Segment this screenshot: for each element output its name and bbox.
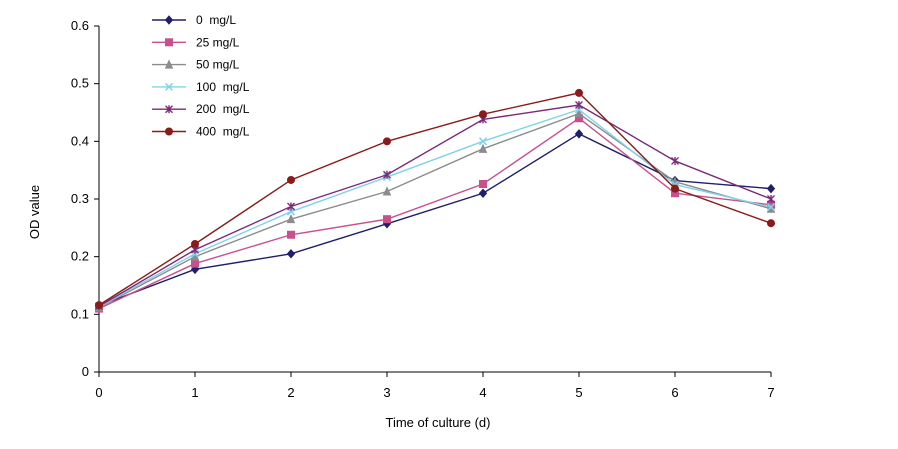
legend-label: 100 mg/L [196,80,250,94]
series-0 [94,129,776,311]
series-line [98,104,772,307]
series-line [98,92,772,306]
legend-entry: 0 mg/L [152,13,236,27]
legend-label: 400 mg/L [196,125,250,139]
data-point [478,188,488,198]
legend: 0 mg/L 25 mg/L 50 mg/L 100 mg/L 200 mg/L 400 … [152,13,250,139]
series-line [98,112,772,309]
legend-entry: 200 mg/L [152,102,250,116]
data-point [479,110,487,119]
y-tick-label: 0.3 [71,191,89,206]
data-point [191,239,199,248]
data-point [287,202,295,211]
data-point [574,108,584,118]
series-5 [95,88,775,310]
y-tick-label: 0.2 [71,249,89,264]
data-point [383,137,391,146]
y-tick-label: 0 [82,364,89,379]
data-point [479,180,487,189]
y-tick-label: 0.4 [71,133,89,148]
series-line [98,117,772,310]
legend-label: 200 mg/L [196,102,250,116]
legend-entry: 50 mg/L [152,58,240,72]
data-point [383,215,391,224]
data-point [574,129,584,139]
data-point [191,259,199,268]
data-point [767,195,775,203]
x-axis-title: Time of culture (d) [386,415,491,430]
series-2 [94,108,776,312]
legend-marker [164,15,174,25]
legend-label: 50 mg/L [196,58,240,72]
legend-marker [165,127,173,136]
data-point [383,170,391,179]
data-point [382,186,392,196]
legend-marker [165,105,173,114]
y-tick-label: 0.6 [71,18,89,33]
x-tick-label: 0 [95,385,102,400]
data-point [575,88,583,97]
data-point [95,301,103,310]
axes: 0 0.1 0.2 0.3 0.4 0.5 0.6 0 1 2 3 4 5 6 7 [71,18,775,400]
x-tick-label: 2 [287,385,294,400]
series-1 [95,114,775,313]
x-tick-label: 5 [575,385,582,400]
data-point [671,184,679,193]
data-point [767,219,775,228]
x-tick-label: 6 [671,385,678,400]
data-point [287,175,295,184]
data-point [478,143,488,153]
legend-marker [165,38,173,47]
data-point [478,137,488,146]
data-point [766,203,776,212]
x-tick-label: 1 [191,385,198,400]
legend-label: 25 mg/L [196,35,240,49]
legend-entry: 25 mg/L [152,35,240,49]
data-point [575,101,583,110]
legend-marker [164,82,174,91]
y-tick-label: 0.5 [71,76,89,91]
legend-marker [164,59,174,69]
y-tick-label: 0.1 [71,306,89,321]
x-tick-label: 4 [479,385,486,400]
x-tick-label: 3 [383,385,390,400]
x-tick-label: 7 [767,385,774,400]
legend-entry: 100 mg/L [152,80,250,94]
series-group [94,88,776,313]
data-point [286,249,296,259]
data-point [287,230,295,239]
data-point [671,156,679,165]
legend-entry: 400 mg/L [152,125,250,139]
data-point [286,214,296,224]
legend-label: 0 mg/L [196,13,236,27]
data-point [766,183,776,194]
y-axis-title: OD value [27,185,42,239]
